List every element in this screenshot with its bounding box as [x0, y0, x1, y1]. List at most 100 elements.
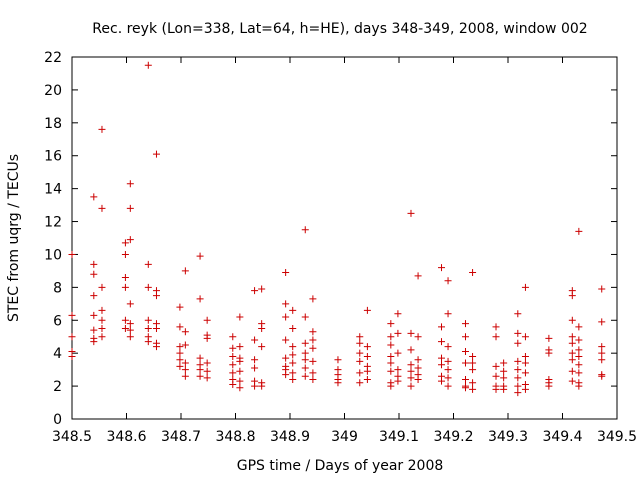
data-point [575, 382, 583, 390]
data-point [126, 180, 134, 188]
data-point [176, 349, 184, 357]
data-point [500, 374, 508, 382]
x-tick-label: 349.3 [488, 429, 528, 445]
data-point [68, 250, 76, 258]
data-point [492, 372, 500, 380]
plot-frame [71, 56, 618, 420]
x-tick-label: 348.9 [270, 429, 310, 445]
data-point [236, 313, 244, 321]
data-point [521, 333, 529, 341]
data-point [521, 352, 529, 360]
data-point [258, 382, 266, 390]
data-point [568, 367, 576, 375]
data-point [258, 325, 266, 332]
data-point [500, 385, 508, 393]
data-point [492, 333, 500, 341]
data-point [521, 283, 529, 291]
data-point [236, 357, 244, 365]
x-tick-label: 349.4 [542, 429, 582, 445]
data-point [309, 376, 317, 384]
data-point [126, 333, 134, 341]
data-point [282, 336, 290, 344]
data-point [407, 329, 415, 337]
data-point [407, 209, 415, 217]
data-point [98, 204, 106, 212]
data-point [301, 226, 309, 234]
data-point [144, 283, 152, 291]
data-point [598, 356, 606, 364]
data-point [407, 382, 415, 390]
data-point [492, 362, 500, 370]
data-point [363, 367, 371, 375]
data-point [282, 269, 290, 277]
data-point [521, 369, 529, 377]
y-tick-label: 16 [44, 149, 62, 165]
data-point [461, 320, 469, 328]
data-point [152, 292, 160, 300]
data-point [568, 377, 576, 385]
y-tick-labels: 0 2 4 6 8 10 12 14 16 18 20 22 [44, 50, 62, 428]
data-point [387, 359, 395, 367]
data-point [68, 352, 76, 360]
x-tick-label: 349.5 [597, 429, 637, 445]
data-point [356, 333, 364, 341]
data-point [444, 366, 452, 374]
data-point [309, 344, 317, 352]
data-point [394, 329, 402, 337]
data-point [289, 369, 297, 377]
data-point [98, 283, 106, 291]
data-point [438, 354, 446, 362]
data-point [126, 326, 134, 334]
data-point [196, 366, 204, 374]
data-point [176, 362, 184, 370]
data-point [575, 346, 583, 354]
chart-title: Rec. reyk (Lon=338, Lat=64, h=HE), days … [92, 21, 587, 37]
data-point [251, 364, 259, 372]
data-point [203, 334, 211, 342]
data-point [438, 377, 446, 385]
data-point [309, 357, 317, 365]
data-point [514, 389, 522, 397]
y-tick-label: 8 [53, 280, 62, 296]
data-point [598, 349, 606, 357]
x-tick-label: 348.8 [215, 429, 255, 445]
data-point [90, 270, 98, 278]
data-point [461, 333, 469, 341]
data-point [469, 379, 477, 387]
data-point [568, 292, 576, 300]
data-point [363, 343, 371, 351]
data-point [438, 323, 446, 331]
x-tick-label: 349.2 [433, 429, 473, 445]
y-tick-label: 6 [53, 313, 62, 329]
data-point [461, 384, 469, 392]
data-point [282, 371, 290, 379]
data-point [289, 325, 297, 332]
data-point [251, 336, 259, 344]
data-point [387, 333, 395, 341]
data-point [229, 369, 237, 377]
data-point [575, 336, 583, 344]
data-point [301, 339, 309, 347]
data-point [229, 344, 237, 352]
data-point [301, 349, 309, 357]
x-tick-label: 349.1 [379, 429, 419, 445]
data-point [301, 356, 309, 364]
data-point [90, 326, 98, 334]
data-point [514, 329, 522, 337]
data-point [514, 374, 522, 382]
data-point [469, 359, 477, 367]
data-point [444, 382, 452, 390]
data-point [461, 359, 469, 367]
data-point [444, 310, 452, 318]
data-point [407, 367, 415, 375]
data-point [229, 361, 237, 369]
data-point [121, 325, 129, 332]
data-point [363, 352, 371, 360]
y-tick-label: 10 [44, 247, 62, 263]
data-point [236, 367, 244, 375]
data-point [258, 285, 266, 293]
data-point [121, 273, 129, 281]
data-point [414, 272, 422, 280]
data-point [90, 193, 98, 201]
